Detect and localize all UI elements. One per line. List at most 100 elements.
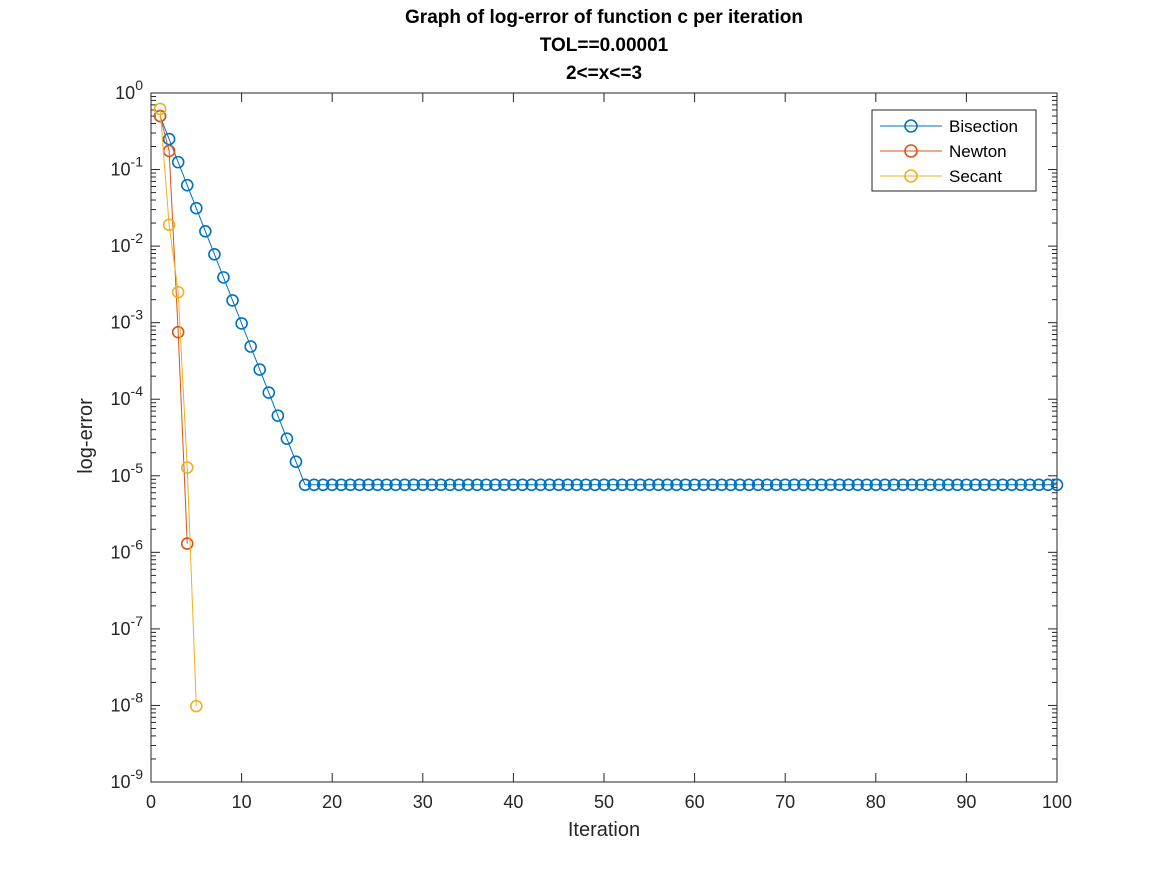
data-point-bisection [588,478,602,492]
data-point-bisection [624,478,638,492]
data-point-bisection [742,478,756,492]
data-point-bisection [325,478,339,492]
data-point-bisection [334,478,348,492]
data-point-bisection [706,478,720,492]
data-point-bisection [652,478,665,492]
data-point-bisection [679,478,692,492]
data-point-bisection [280,432,294,445]
data-point-bisection [289,455,303,469]
data-point-bisection [171,155,185,169]
x-tick-label: 80 [866,792,886,812]
data-point-bisection [797,478,810,492]
legend-box [871,109,1037,192]
data-point-bisection [1005,478,1019,492]
data-point-bisection [842,478,855,492]
data-point-bisection [498,478,511,492]
legend-marker-bisection [904,119,918,133]
data-point-bisection [344,478,357,492]
data-point-bisection [896,478,910,492]
data-point-bisection [443,478,457,492]
y-axis-label: log-error [75,398,97,474]
data-point-secant [162,218,176,232]
data-point-secant [153,102,167,116]
data-point-bisection [488,478,502,492]
data-point-bisection [561,478,575,492]
data-point-bisection [688,478,701,492]
data-point-bisection [162,132,176,146]
data-point-bisection [479,478,493,492]
plot-area [150,92,1058,783]
data-point-bisection [253,363,267,376]
data-point-bisection [190,201,203,215]
data-point-bisection [534,478,547,492]
data-point-bisection [597,478,611,492]
data-point-bisection [606,478,620,492]
data-point-bisection [552,478,566,492]
data-point-bisection [815,478,828,492]
data-point-bisection [633,478,647,492]
data-point-bisection [887,478,901,492]
data-point-bisection [452,478,466,492]
data-point-bisection [570,478,584,492]
data-point-bisection [833,478,846,492]
data-point-bisection [380,478,393,492]
data-point-bisection [407,478,421,492]
data-point-bisection [199,224,212,238]
x-tick-label: 0 [146,792,156,812]
data-point-bisection [787,478,801,492]
data-point-bisection [226,294,239,307]
data-point-bisection [724,478,738,492]
data-point-bisection [860,478,874,492]
legend-label-newton: Newton [949,142,1007,161]
data-point-bisection [806,478,819,492]
data-point-bisection [208,248,221,261]
data-point-secant [171,285,185,299]
data-point-bisection [869,478,883,492]
series-bisection [153,109,1064,492]
data-point-bisection [642,478,656,492]
data-point-bisection [960,478,973,492]
x-tick-label: 20 [322,792,342,812]
data-point-bisection [715,478,729,492]
x-tick-label: 30 [413,792,433,812]
data-point-bisection [1041,478,1055,492]
legend-label-secant: Secant [949,167,1002,186]
data-point-bisection [353,478,366,492]
y-tick-label: 10-8 [111,689,144,715]
chart-title-line-2: TOL==0.00001 [540,35,669,56]
y-tick-label: 10-1 [111,154,144,180]
y-tick-label: 100 [115,77,143,103]
data-point-bisection [507,478,520,492]
series-line-newton [159,115,188,544]
data-point-newton [171,325,185,339]
x-tick-label: 40 [503,792,523,812]
data-point-bisection [1014,478,1028,492]
data-point-bisection [914,478,928,492]
data-point-bisection [425,478,439,492]
legend-marker-secant [904,169,918,183]
data-point-bisection [298,478,312,492]
y-tick-label: 10-6 [111,536,144,562]
data-point-bisection [996,478,1009,492]
data-point-bisection [316,478,330,492]
data-point-bisection [661,478,674,492]
series-secant [153,102,203,713]
data-point-bisection [516,478,529,492]
data-point-bisection [733,478,747,492]
x-axis-label: Iteration [568,819,640,841]
data-point-bisection [1023,478,1037,492]
chart-title-line-1: Graph of log-error of function c per ite… [405,7,803,28]
data-point-bisection [941,478,955,492]
data-point-bisection [824,478,837,492]
x-tick-label: 70 [775,792,795,812]
data-point-bisection [543,478,556,492]
data-point-bisection [180,178,194,192]
data-point-bisection [951,478,964,492]
x-tick-label: 50 [594,792,614,812]
data-point-bisection [751,478,765,492]
data-point-bisection [851,478,864,492]
data-point-secant [180,461,194,474]
data-point-bisection [1050,478,1064,492]
data-point-bisection [769,478,783,492]
